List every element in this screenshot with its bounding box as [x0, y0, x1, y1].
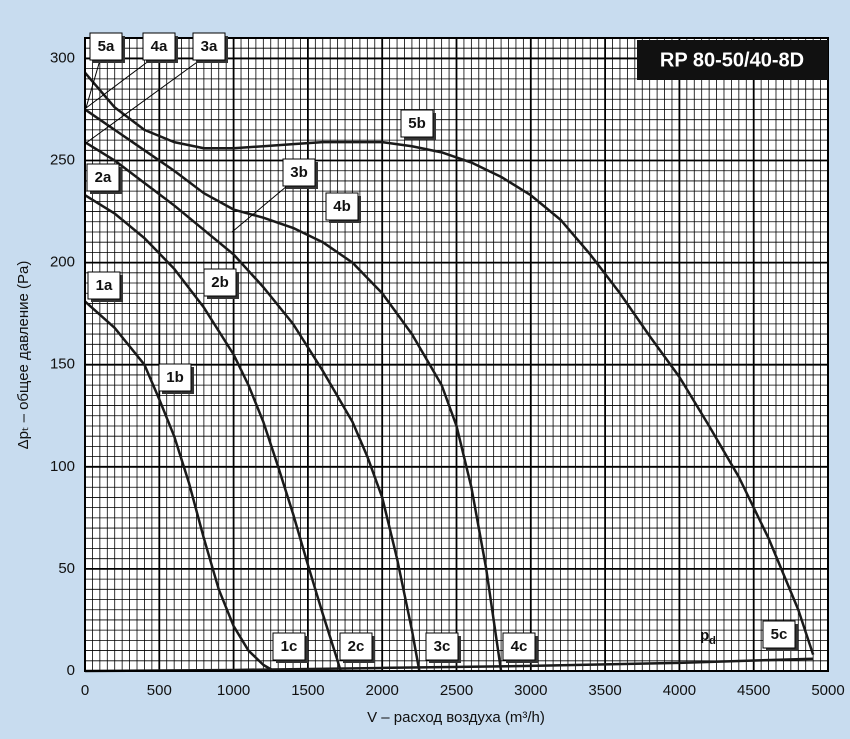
pd-main: p [700, 627, 709, 644]
x-tick-label: 1500 [291, 682, 324, 699]
label-box [203, 268, 237, 297]
plot-border [84, 37, 829, 672]
annotation: 2b [211, 274, 229, 291]
x-axis-label: V – расход воздуха (m³/h) [367, 709, 545, 726]
x-tick-label: 500 [147, 682, 172, 699]
label-box [272, 632, 306, 661]
label-box [142, 32, 176, 61]
annotation: 2a [95, 169, 112, 186]
curve [84, 71, 815, 656]
annotation: 4b [333, 198, 351, 215]
x-tick-label: 5000 [811, 682, 844, 699]
annotation: 4c [511, 638, 528, 655]
leader [231, 185, 288, 233]
label-box [762, 620, 796, 649]
x-tick-label: 4000 [663, 682, 696, 699]
y-tick-label: 150 [50, 356, 75, 373]
x-tick-label: 1000 [217, 682, 250, 699]
y-tick-label: 50 [58, 560, 75, 577]
annotations: 5a 4a 3a 2a 1a 1b 2b 3b 4b 5b 1c 2c 3c 4c 5c [86, 32, 798, 663]
x-tick-label: 4500 [737, 682, 770, 699]
annotation: 5c [771, 626, 788, 643]
curves [84, 71, 815, 673]
leader-lines [85, 59, 288, 233]
y-tick-label: 200 [50, 254, 75, 271]
x-tick-label: 2000 [366, 682, 399, 699]
x-tick-label: 0 [81, 682, 89, 699]
curve [84, 141, 421, 672]
y-tick-label: 300 [50, 49, 75, 66]
label-box [425, 632, 459, 661]
annotation: 2c [348, 638, 365, 655]
leader [85, 59, 101, 109]
leader [85, 59, 201, 144]
chart-title: RP 80-50/40-8D [660, 49, 804, 71]
label-box [400, 109, 434, 138]
curve [84, 108, 503, 672]
annotation: 1b [166, 369, 184, 386]
annotation: 3a [201, 38, 218, 55]
y-tick-label: 100 [50, 458, 75, 475]
label-box [158, 363, 192, 392]
y-tick-label: 250 [50, 151, 75, 168]
label-box [339, 632, 373, 661]
label-box [86, 163, 120, 192]
y-tick-label: 0 [67, 662, 75, 679]
leader [85, 59, 151, 109]
annotation: 1a [96, 277, 113, 294]
y-axis-label: Δpₜ – общее давление (Pa) [15, 261, 32, 450]
x-tick-label: 3500 [588, 682, 621, 699]
annotation: 1c [281, 638, 298, 655]
label-box [325, 192, 359, 221]
curve [84, 194, 342, 672]
annotation: 3c [434, 638, 451, 655]
label-box [89, 32, 123, 61]
label-box [502, 632, 536, 661]
curve [84, 300, 275, 673]
label-box [87, 271, 121, 300]
label-box [282, 158, 316, 187]
x-tick-label: 3000 [514, 682, 547, 699]
label-box [192, 32, 226, 61]
grid [84, 37, 829, 672]
annotation: 5a [98, 38, 115, 55]
pd-sub: d [709, 635, 716, 647]
x-tick-label: 2500 [440, 682, 473, 699]
pd-label: pd [700, 627, 716, 647]
annotation: 5b [408, 115, 426, 132]
title-box [637, 40, 828, 80]
annotation: 4a [151, 38, 168, 55]
annotation: 3b [290, 164, 308, 181]
